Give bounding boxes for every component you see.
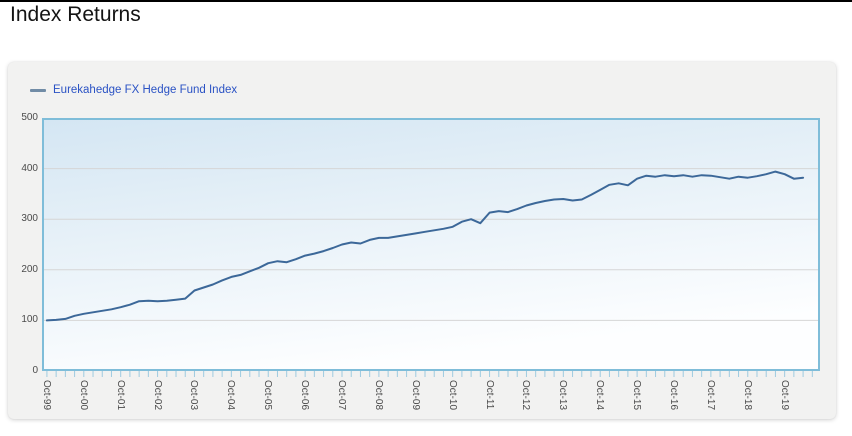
- y-axis-tick-label: 500: [21, 112, 38, 123]
- x-axis-tick-label: Oct-00: [77, 380, 89, 411]
- y-axis-tick-label: 400: [21, 162, 38, 174]
- legend-line-marker-icon: [30, 88, 46, 92]
- top-border-bar: [0, 0, 852, 2]
- x-axis-tick-label: Oct-03: [188, 380, 200, 411]
- x-axis-tick-label: Oct-05: [262, 380, 274, 411]
- line-chart-plot-area[interactable]: [42, 118, 820, 379]
- y-axis-tick-label: 0: [32, 365, 38, 376]
- series-line[interactable]: [45, 170, 805, 322]
- x-axis-tick-label: Oct-13: [557, 380, 569, 411]
- x-axis-tick-label: Oct-09: [409, 380, 421, 411]
- x-axis-tick-label: Oct-04: [225, 380, 237, 411]
- y-axis-tick-label: 200: [21, 263, 38, 275]
- x-axis-tick-label: Oct-08: [372, 380, 384, 411]
- x-axis-tick-label: Oct-10: [446, 380, 458, 411]
- chart-panel: Eurekahedge FX Hedge Fund Index 0 100 200 3…: [8, 62, 836, 419]
- x-axis-tick-label: Oct-16: [667, 380, 679, 411]
- x-axis-tick-label: Oct-11: [483, 380, 495, 410]
- x-axis-tick-label: Oct-01: [114, 380, 126, 411]
- x-axis-tick-label: Oct-15: [631, 380, 643, 411]
- page-title: Index Returns: [10, 3, 141, 26]
- x-axis-tick-label: Oct-99: [40, 380, 52, 411]
- x-axis-tick-label: Oct-17: [704, 380, 716, 411]
- legend-item[interactable]: Eurekahedge FX Hedge Fund Index: [30, 82, 237, 98]
- y-axis-tick-label: 100: [21, 314, 38, 326]
- x-axis-tick-label: Oct-19: [778, 380, 790, 411]
- x-axis-tick-label: Oct-02: [151, 380, 163, 411]
- x-axis-tick-label: Oct-18: [741, 380, 753, 411]
- plot-background: [42, 118, 820, 371]
- x-axis-tick-label: Oct-12: [520, 380, 532, 411]
- x-axis-tick-label: Oct-06: [299, 380, 311, 411]
- x-axis-tick-label: Oct-07: [336, 380, 347, 411]
- legend-series-label: Eurekahedge FX Hedge Fund Index: [53, 84, 238, 96]
- x-axis-tick-label: Oct-14: [594, 380, 606, 411]
- y-axis-tick-label: 300: [21, 213, 38, 225]
